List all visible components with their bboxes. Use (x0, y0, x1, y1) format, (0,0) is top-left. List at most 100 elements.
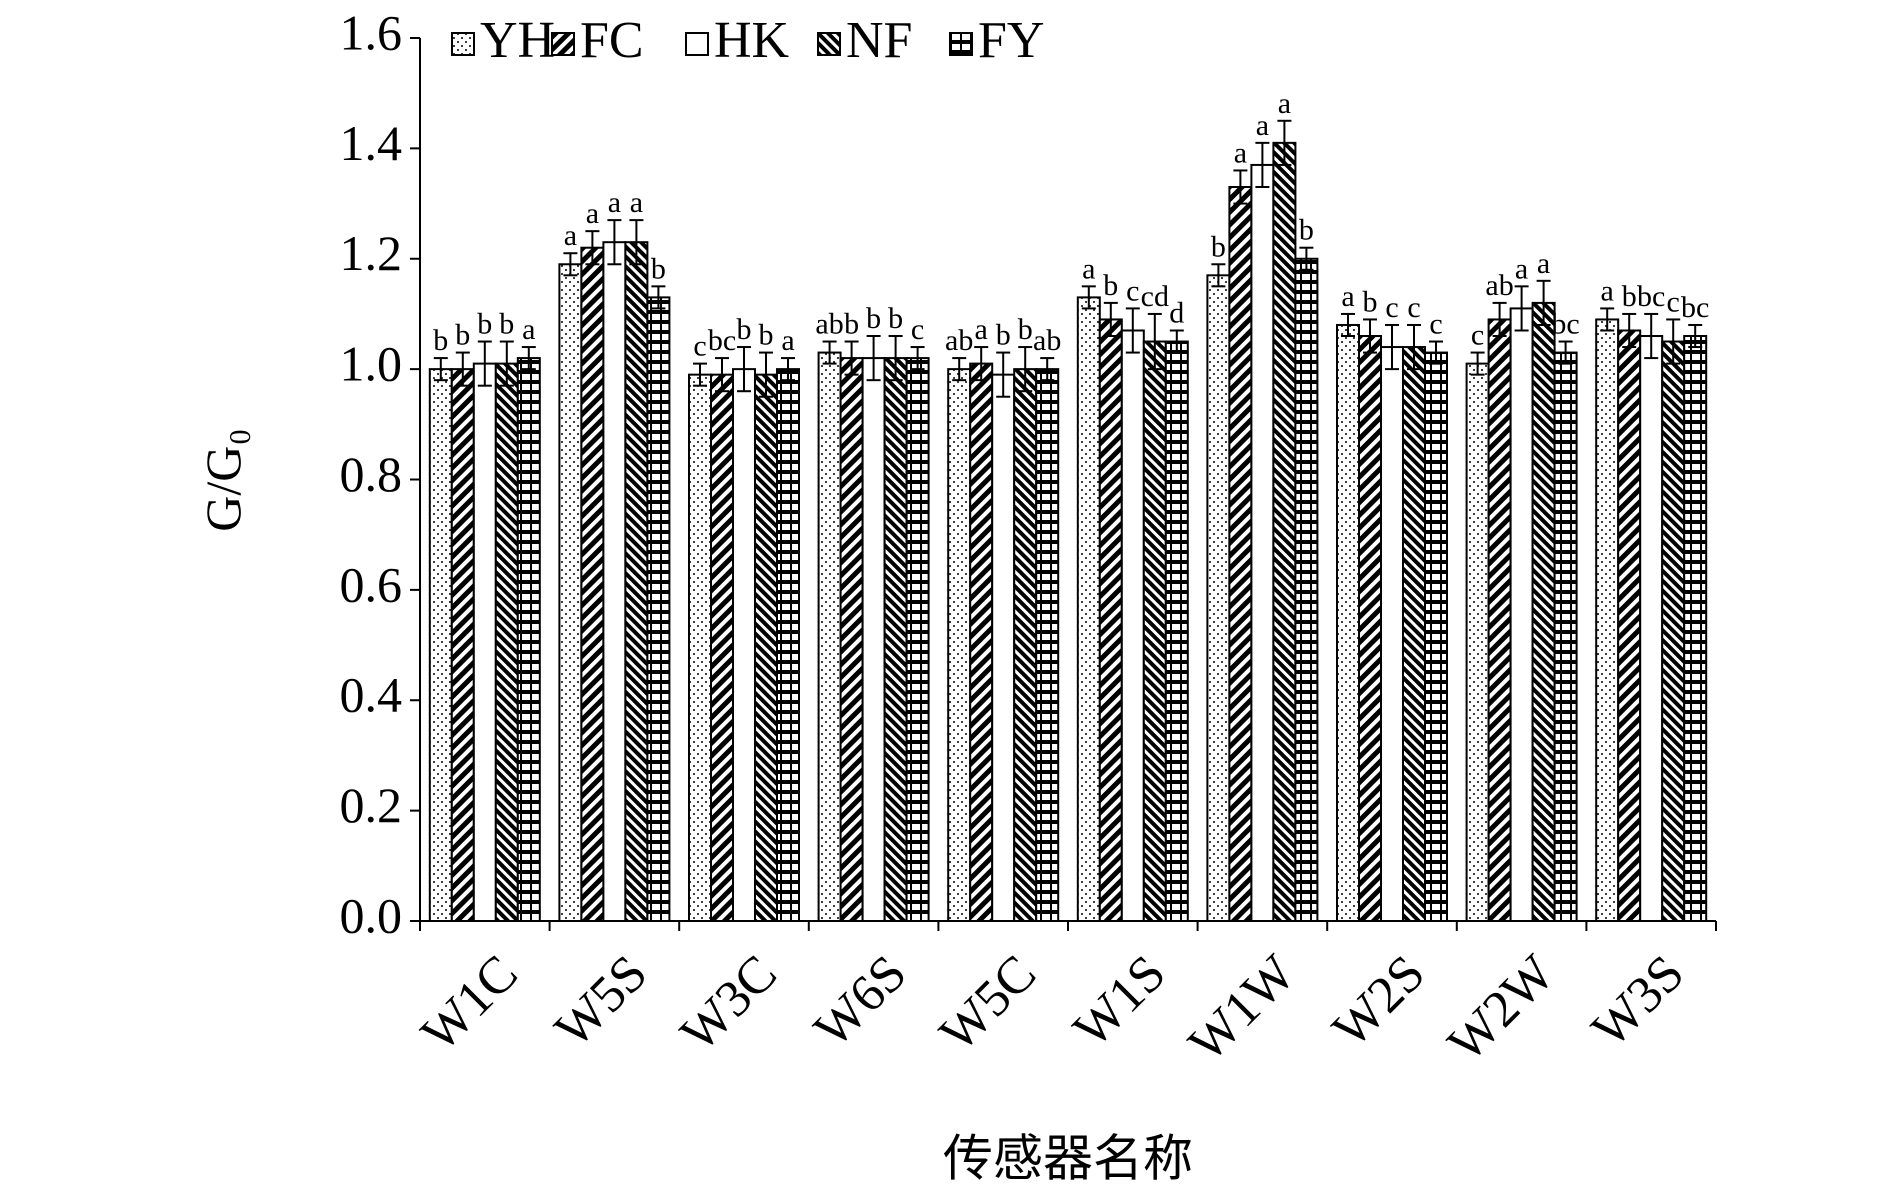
significance-letter: a (1537, 247, 1550, 280)
legend-swatch (451, 32, 475, 56)
significance-letter: ab (815, 308, 843, 341)
significance-letter: c (911, 313, 924, 346)
legend-label: HK (714, 12, 790, 69)
significance-letter: b (1211, 230, 1226, 263)
significance-letter: cd (1141, 280, 1169, 313)
significance-letter: b (1103, 269, 1118, 302)
y-tick-label: 0.2 (340, 777, 403, 833)
significance-letter: b (759, 319, 774, 352)
bar (1617, 329, 1642, 922)
significance-letter: ab (945, 324, 973, 357)
bar (732, 368, 756, 922)
bar (646, 296, 671, 923)
significance-letter: ab (1033, 324, 1061, 357)
bar (558, 263, 583, 922)
bar (1142, 340, 1167, 922)
bar (1076, 296, 1101, 923)
significance-letter: b (1622, 280, 1637, 313)
bar (580, 246, 605, 922)
bar (516, 357, 541, 922)
bar (1120, 329, 1145, 922)
bar (602, 241, 627, 923)
bar (1206, 274, 1231, 922)
bar (1035, 368, 1060, 922)
bar (991, 373, 1016, 922)
significance-letter: b (996, 319, 1011, 352)
bar (1402, 346, 1426, 922)
significance-letter: c (1385, 291, 1398, 324)
bar (1424, 351, 1448, 923)
significance-letter: c (1407, 291, 1420, 324)
significance-letter: b (1018, 313, 1033, 346)
x-tick-label: W6S (804, 945, 918, 1059)
x-axis-title: 传感器名称 (943, 1130, 1193, 1188)
bar (1683, 335, 1708, 922)
significance-letter: a (1515, 252, 1528, 285)
bar (494, 362, 519, 922)
significance-letter: d (1169, 296, 1184, 329)
legend-swatch (949, 32, 973, 56)
significance-letter: a (1341, 280, 1354, 313)
bar (1358, 335, 1382, 922)
x-tick-label: W3C (670, 945, 788, 1063)
bar (1013, 368, 1038, 922)
significance-letter: a (1601, 274, 1614, 307)
significance-letter: a (781, 324, 794, 357)
significance-letter: b (651, 252, 666, 285)
significance-letter: c (1126, 274, 1139, 307)
significance-letter: c (693, 330, 706, 363)
significance-letter: c (1667, 285, 1680, 318)
bar (1487, 318, 1512, 922)
significance-letter: a (586, 197, 599, 230)
bar (710, 373, 734, 922)
x-tick-label: W5C (929, 945, 1047, 1063)
y-tick-label: 0.0 (340, 887, 403, 943)
significance-letter: a (630, 186, 643, 219)
significance-letter: b (888, 302, 903, 335)
y-axis-title: G/G₀ (195, 428, 251, 532)
x-tick-label: W3S (1581, 945, 1695, 1059)
bar (905, 357, 930, 922)
x-tick-label: W2S (1322, 945, 1436, 1059)
x-tick-label: W1C (411, 945, 529, 1063)
bar (1661, 340, 1686, 922)
y-tick-label: 1.0 (340, 336, 403, 392)
bar (1294, 257, 1319, 922)
significance-letter: b (455, 319, 470, 352)
significance-letter: b (477, 308, 492, 341)
significance-letter: a (1082, 252, 1095, 285)
bar (1380, 346, 1404, 922)
significance-letter: b (866, 302, 881, 335)
y-tick-label: 1.4 (340, 115, 403, 171)
significance-letter: b (737, 313, 752, 346)
x-tick-label: W2W (1437, 945, 1565, 1073)
bar (688, 373, 712, 922)
bar (947, 368, 972, 922)
legend-label: NF (846, 12, 912, 69)
bar (1595, 318, 1620, 922)
bar (839, 357, 864, 922)
bar (1164, 340, 1189, 922)
significance-letter: ab (1485, 269, 1513, 302)
y-tick-label: 1.6 (340, 4, 403, 60)
significance-letter: bc (1637, 280, 1665, 313)
significance-letter: a (1256, 109, 1269, 142)
bar (450, 368, 475, 922)
significance-letter: a (564, 219, 577, 252)
y-tick-label: 0.4 (340, 667, 403, 723)
bar (969, 362, 994, 922)
bar (861, 357, 886, 922)
bar (472, 362, 497, 922)
x-tick-label: W5S (544, 945, 658, 1059)
x-tick-label: W1W (1178, 945, 1306, 1073)
bar (1250, 163, 1275, 922)
bar (624, 241, 649, 923)
significance-letter: bc (1681, 291, 1709, 324)
bar (883, 357, 908, 922)
bar (817, 351, 842, 923)
legend-label: FY (978, 12, 1044, 69)
bar (1639, 335, 1664, 922)
significance-letter: a (1278, 87, 1291, 120)
significance-letter: a (522, 313, 535, 346)
